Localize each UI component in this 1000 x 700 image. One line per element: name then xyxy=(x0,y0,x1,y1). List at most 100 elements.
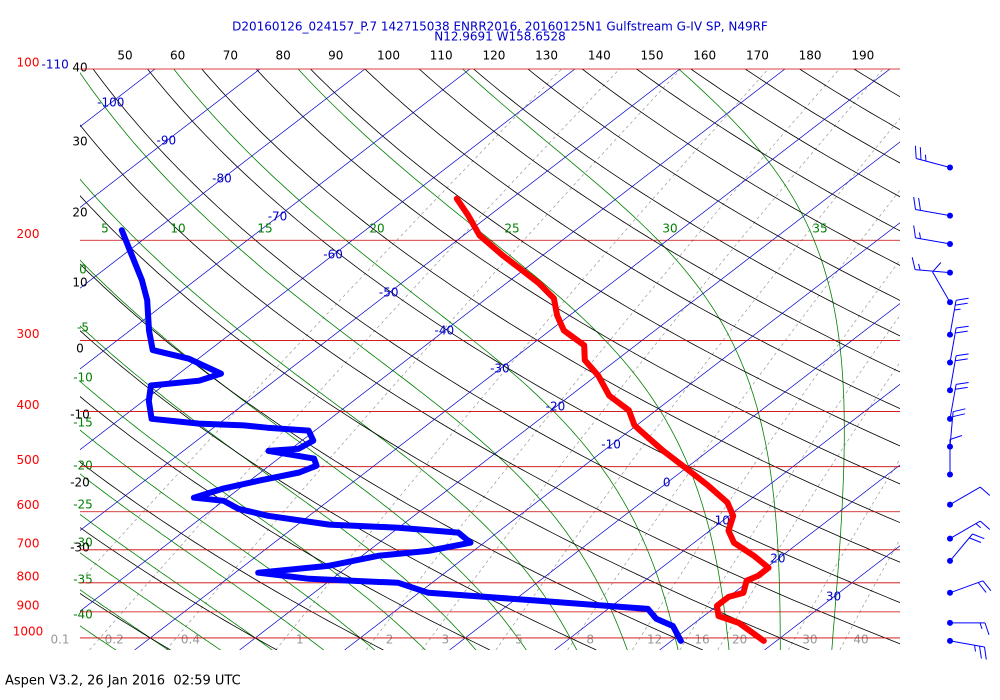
wind-barb xyxy=(932,262,951,303)
moist-adiabat xyxy=(80,473,325,650)
moist-adiabat-label: -5 xyxy=(77,321,89,335)
isotherm-label: -100 xyxy=(97,96,124,110)
isotherm xyxy=(80,69,786,612)
mixing-ratio-label: 5 xyxy=(515,633,523,647)
moist-adiabat xyxy=(80,178,578,650)
y-tick-label: 700 xyxy=(17,536,40,550)
mixing-ratio-label: 3 xyxy=(441,633,449,647)
wind-point xyxy=(947,299,953,306)
theta-label: 170 xyxy=(746,49,769,63)
y-tick-label: 1000 xyxy=(13,624,44,638)
wind-point xyxy=(947,240,953,247)
wind-point xyxy=(947,557,953,564)
theta-label: 100 xyxy=(377,49,400,63)
theta-label: 150 xyxy=(641,49,664,63)
wind-barb xyxy=(949,580,992,594)
isotherm xyxy=(344,222,900,650)
wind-point xyxy=(947,471,953,478)
moist-adiabat-label: 10 xyxy=(170,222,185,236)
isotherm xyxy=(554,383,900,650)
wind-point xyxy=(947,535,953,542)
theta-label: 50 xyxy=(117,49,132,63)
moist-adiabat-label: -25 xyxy=(73,498,93,512)
plot-area xyxy=(80,69,900,650)
moist-adiabat-label: 20 xyxy=(369,222,384,236)
mixing-ratio-label: 0.1 xyxy=(50,633,69,647)
mixing-ratio-line xyxy=(275,69,769,650)
chart-title: D20160126_024157_P.7 142715038 ENRR2016,… xyxy=(232,20,768,34)
wind-barb xyxy=(949,325,969,363)
dry-adiabat xyxy=(92,69,900,603)
wind-point xyxy=(947,637,953,644)
dry-adiabat xyxy=(80,396,491,650)
mixing-ratio-line xyxy=(365,69,840,650)
theta-label: -20 xyxy=(70,476,90,490)
isotherm-label: -70 xyxy=(268,210,288,224)
wind-barb xyxy=(950,622,990,636)
wind-barb xyxy=(949,297,969,335)
moist-adiabat-label: -15 xyxy=(73,416,93,430)
isotherm-label: -30 xyxy=(490,362,510,376)
y-tick-label: 200 xyxy=(17,227,40,241)
moist-adiabat-label: 5 xyxy=(101,222,109,236)
moist-adiabat-label: -30 xyxy=(73,536,93,550)
isotherm-label: -10 xyxy=(601,438,621,452)
theta-label: 140 xyxy=(588,49,611,63)
theta-label: 190 xyxy=(851,49,874,63)
wind-point xyxy=(947,164,953,171)
wind-barb xyxy=(949,640,987,660)
moist-adiabat xyxy=(80,429,376,650)
dry-adiabat xyxy=(582,69,900,266)
isotherm-label: -110 xyxy=(42,58,69,72)
wind-barb xyxy=(914,145,951,168)
mixing-ratio-line xyxy=(421,69,884,650)
y-tick-label: 500 xyxy=(17,453,40,467)
y-tick-label: 300 xyxy=(17,327,40,341)
mixing-ratio-line xyxy=(89,69,620,650)
theta-label: 10 xyxy=(72,276,87,290)
moist-adiabat xyxy=(173,69,679,650)
isotherm xyxy=(80,69,681,531)
footer: Aspen V3.2, 26 Jan 2016 02:59 UTC xyxy=(5,674,241,689)
moist-adiabat xyxy=(80,72,628,650)
wind-barb xyxy=(949,520,991,540)
isotherm xyxy=(80,69,261,208)
moist-adiabat-label: -40 xyxy=(73,608,93,622)
mixing-ratio-label: 20 xyxy=(732,633,747,647)
mixing-ratio-label: 0.2 xyxy=(105,633,124,647)
dry-adiabat xyxy=(636,69,900,232)
dry-adiabat xyxy=(147,69,900,563)
dry-adiabat xyxy=(418,69,900,373)
profile-line xyxy=(118,227,684,644)
isotherm-label: -90 xyxy=(157,134,177,148)
isotherm xyxy=(80,69,471,370)
dry-adiabat xyxy=(473,69,900,337)
theta-label: 110 xyxy=(430,49,453,63)
dry-adiabat xyxy=(80,527,278,650)
dry-adiabat xyxy=(364,69,900,410)
dry-adiabat xyxy=(690,69,900,198)
theta-label: 30 xyxy=(72,135,87,149)
wind-barb xyxy=(949,353,969,391)
moist-adiabat xyxy=(80,325,477,650)
dry-adiabat xyxy=(255,69,900,485)
wind-barb xyxy=(949,435,963,475)
y-tick-label: 900 xyxy=(17,598,40,612)
mixing-ratio-label: 16 xyxy=(694,633,709,647)
wind-point xyxy=(947,212,953,219)
isotherm-label: -80 xyxy=(212,172,232,186)
moist-adiabat-label: 15 xyxy=(257,222,272,236)
wind-point xyxy=(947,501,953,508)
theta-label: 120 xyxy=(482,49,505,63)
wind-barb xyxy=(949,408,966,447)
mixing-ratio-line xyxy=(495,117,900,650)
y-tick-label: 800 xyxy=(17,569,40,583)
isotherm-label: 20 xyxy=(770,552,785,566)
theta-label: 80 xyxy=(275,49,290,63)
moist-adiabat-label: -10 xyxy=(73,371,93,385)
isotherm-label: -40 xyxy=(434,324,454,338)
mixing-ratio-line xyxy=(839,538,900,650)
theta-label: 40 xyxy=(72,61,87,75)
